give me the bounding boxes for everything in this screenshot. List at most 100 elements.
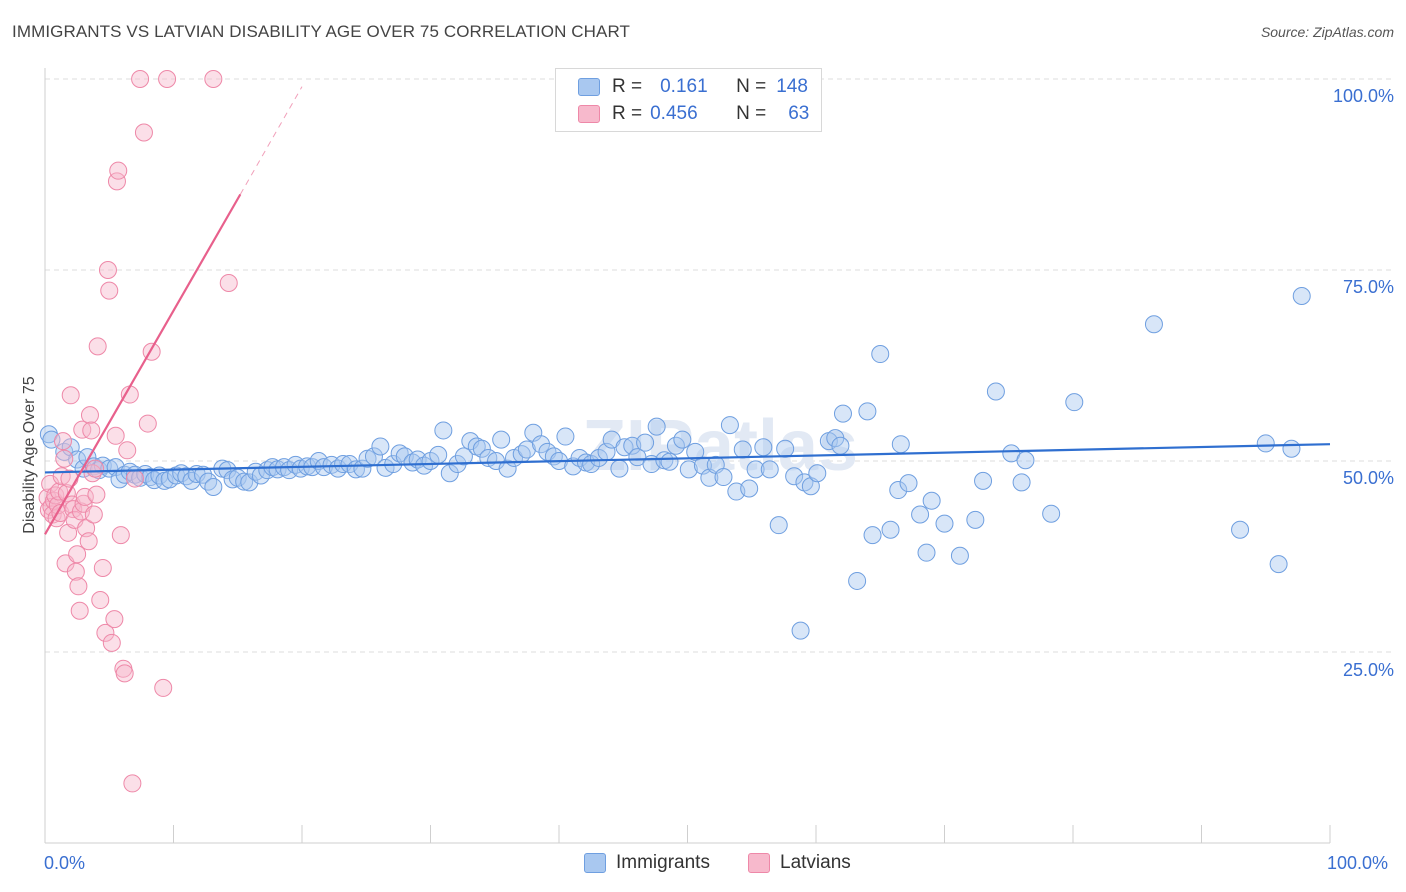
immigrants-point [434,421,453,440]
immigrants-point [966,510,985,529]
legend-label: Immigrants [616,852,710,873]
immigrants-point [615,438,634,457]
source-label: Source: ZipAtlas.com [1260,24,1394,40]
chart-title: IMMIGRANTS VS LATVIAN DISABILITY AGE OVE… [12,22,631,41]
latvians-trend-line [44,193,242,535]
immigrants-swatch [584,853,606,873]
latvians-point [98,261,117,279]
immigrants-point [881,520,900,539]
immigrants-trend-line [44,443,1331,474]
immigrants-point [871,345,890,364]
latvians-trend-extension [239,86,303,195]
immigrants-point [700,468,719,487]
latvians-point [66,562,85,581]
immigrants-point [679,460,698,479]
latvians-point [91,591,110,610]
latvians-point [219,273,238,292]
immigrants-point [371,437,390,456]
immigrants-point [556,427,575,446]
axes [44,68,1331,844]
stats-legend: R = 0.161 N = 148 R = 0.456 N = 63 [555,68,822,132]
latvians-point [93,558,112,577]
immigrants-point [791,621,810,640]
immigrants-point [769,516,788,535]
immigrants-point [986,382,1005,401]
latvians-point [134,123,153,142]
latvians-point [100,281,119,300]
immigrants-point [935,514,954,533]
r-label: R = [612,103,643,124]
latvians-point [61,386,80,405]
immigrants-point [889,481,908,500]
immigrants-point [714,468,733,487]
latvians-point [154,678,173,697]
latvians-point [109,161,128,180]
immigrants-point [492,430,511,449]
immigrants-point [720,416,739,435]
latvians-point [138,414,157,433]
latvians-point [86,459,105,478]
immigrants-point [240,473,259,492]
latvians-point [75,487,94,506]
r-value: 0.161 [660,76,708,97]
immigrants-point [1292,286,1311,305]
immigrants-swatch [578,78,600,96]
immigrants-point [891,435,910,454]
immigrants-point [235,472,254,491]
immigrants-point [415,456,434,475]
immigrants-point [673,430,692,449]
immigrants-point [754,438,773,457]
latvians-point [111,526,130,545]
immigrants-point [429,445,448,464]
latvians-point [115,664,134,683]
legend-row-latvians: R = 0.456 N = 63 [578,101,809,127]
immigrants-point [472,439,491,458]
trend-lines [44,86,1331,535]
r-value: 0.456 [650,103,698,124]
immigrants-point [218,461,237,480]
immigrants-point [950,546,969,565]
latvians-point [102,633,121,652]
immigrants-points [39,286,1311,640]
latvians-point [84,505,103,524]
latvians-point [53,432,72,451]
latvians-point [131,70,150,88]
y-tick-label: 75.0% [1342,277,1394,297]
gridlines [45,78,1392,653]
immigrants-point [746,460,765,479]
legend-item-immigrants[interactable]: Immigrants [584,852,710,874]
immigrants-point [636,433,655,452]
immigrants-point [911,505,930,524]
n-label: N = [736,76,767,97]
immigrants-point [498,459,517,478]
latvians-point [105,610,124,629]
latvians-point [118,441,137,460]
series-legend: Immigrants Latvians [0,852,1406,878]
latvians-point [80,406,99,425]
immigrants-point [863,526,882,545]
immigrants-point [858,402,877,421]
legend-item-latvians[interactable]: Latvians [748,852,851,874]
immigrants-point [740,479,759,498]
latvians-point [70,601,89,620]
latvians-point [88,337,107,356]
legend-label: Latvians [780,852,851,873]
latvians-point [106,426,125,445]
immigrants-point [1231,520,1250,539]
latvians-point [79,532,98,551]
latvians-point [50,482,69,501]
immigrants-point [1012,473,1031,492]
immigrants-point [440,464,459,483]
immigrants-point [610,459,629,478]
immigrants-point [1269,555,1288,574]
latvians-point [158,70,177,88]
immigrants-point [922,491,941,510]
latvians-point [125,469,144,488]
immigrants-point [1282,439,1301,458]
n-value: 148 [776,76,808,97]
latvians-swatch [578,105,600,123]
immigrants-point [785,467,804,486]
immigrants-point [403,453,422,472]
latvians-point [68,545,87,564]
